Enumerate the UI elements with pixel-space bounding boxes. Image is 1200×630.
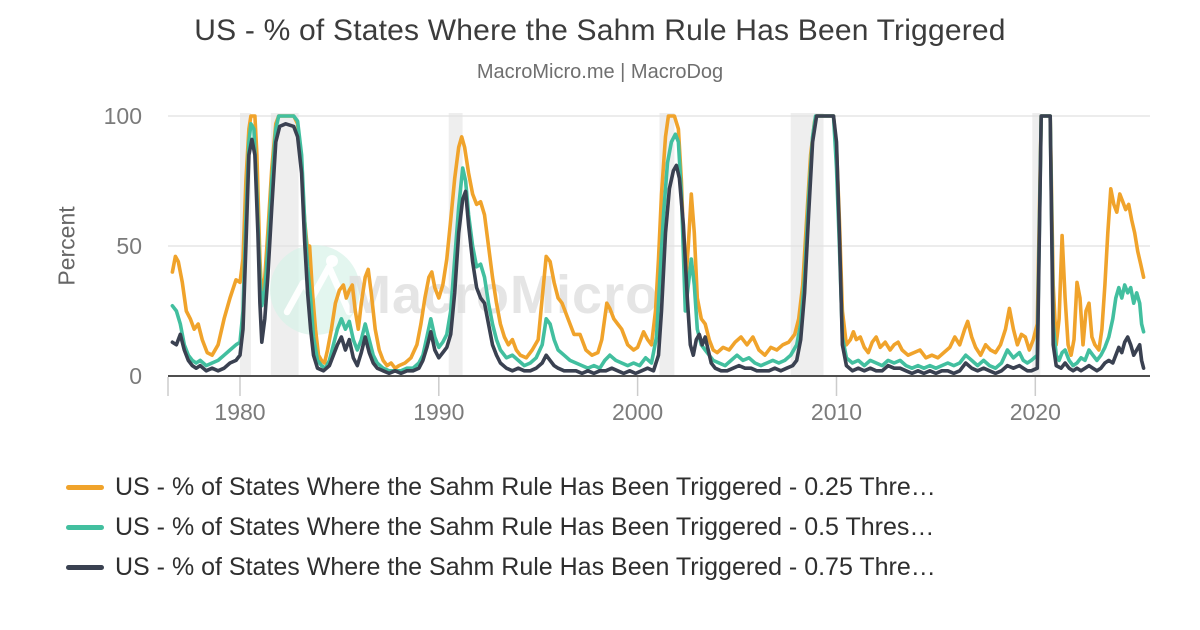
y-tick-label-100: 100: [104, 103, 142, 129]
y-tick-label-50: 50: [116, 233, 142, 259]
x-tick-label-2020: 2020: [1010, 399, 1061, 425]
legend-item-0.25-threshold[interactable]: US - % of States Where the Sahm Rule Has…: [66, 467, 936, 507]
y-tick-label-0: 0: [129, 363, 142, 389]
legend-label-0.25: US - % of States Where the Sahm Rule Has…: [115, 472, 936, 501]
legend-swatch-0.75: [66, 564, 104, 570]
macromicro-logo-sun: [326, 255, 338, 267]
legend-item-0.5-threshold[interactable]: US - % of States Where the Sahm Rule Has…: [66, 507, 936, 547]
legend-label-0.75: US - % of States Where the Sahm Rule Has…: [115, 552, 936, 581]
legend-item-0.75-threshold[interactable]: US - % of States Where the Sahm Rule Has…: [66, 547, 936, 587]
chart-subtitle: MacroMicro.me | MacroDog: [476, 61, 724, 83]
x-tick-label-1990: 1990: [413, 399, 464, 425]
legend-swatch-0.5: [66, 524, 104, 530]
x-tick-label-1980: 1980: [214, 399, 265, 425]
series-line-0.5-threshold: [170, 114, 1146, 373]
x-tick-label-2000: 2000: [612, 399, 663, 425]
chart-title: US - % of States Where the Sahm Rule Has…: [194, 14, 1006, 47]
series-line-0.75-threshold: [170, 114, 1146, 376]
x-tick-label-2010: 2010: [811, 399, 862, 425]
legend: US - % of States Where the Sahm Rule Has…: [66, 467, 936, 587]
legend-swatch-0.25: [66, 484, 104, 490]
recession-band: [1032, 113, 1041, 376]
series-line-0.25-threshold: [170, 114, 1146, 371]
legend-label-0.5: US - % of States Where the Sahm Rule Has…: [115, 512, 935, 541]
